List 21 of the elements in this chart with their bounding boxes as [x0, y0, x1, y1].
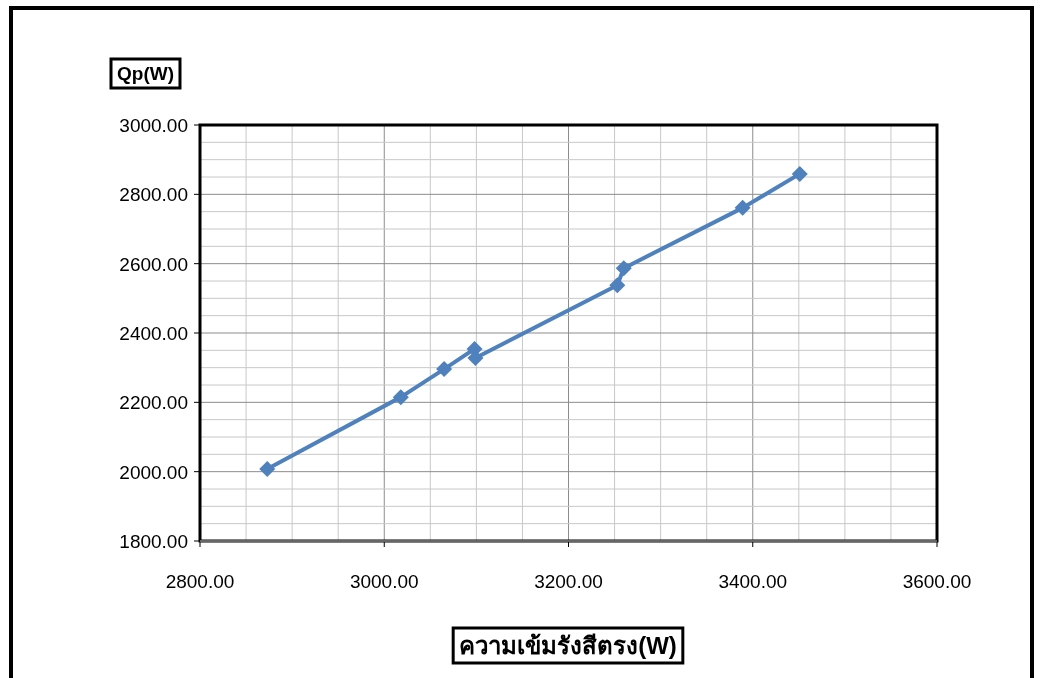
- point: [609, 277, 626, 294]
- y-tick-label: 2800.00: [119, 184, 188, 206]
- point: [734, 199, 751, 216]
- point: [615, 260, 632, 277]
- x-tick-label: 3400.00: [718, 571, 788, 592]
- point: [791, 165, 808, 182]
- y-tick-label: 2600.00: [119, 253, 188, 275]
- y-tick-label: 3000.00: [119, 115, 188, 136]
- y-tick-label: 2200.00: [119, 392, 188, 414]
- x-tick-label: 3000.00: [349, 571, 419, 592]
- y-tick-label: 2400.00: [119, 323, 188, 344]
- y-tick-label: 1800.00: [119, 531, 188, 552]
- point: [259, 460, 276, 477]
- y-tick-label: 2000.00: [119, 461, 188, 483]
- x-tick-label: 3200.00: [534, 571, 603, 592]
- x-tick-label: 2800.00: [165, 571, 235, 592]
- x-tick-label: 3600.00: [902, 571, 972, 592]
- point: [392, 389, 409, 406]
- y-axis-title: Qp(W): [117, 63, 174, 84]
- point: [436, 361, 453, 378]
- x-axis-title: ความเข้มรังสีตรง(W): [459, 632, 677, 659]
